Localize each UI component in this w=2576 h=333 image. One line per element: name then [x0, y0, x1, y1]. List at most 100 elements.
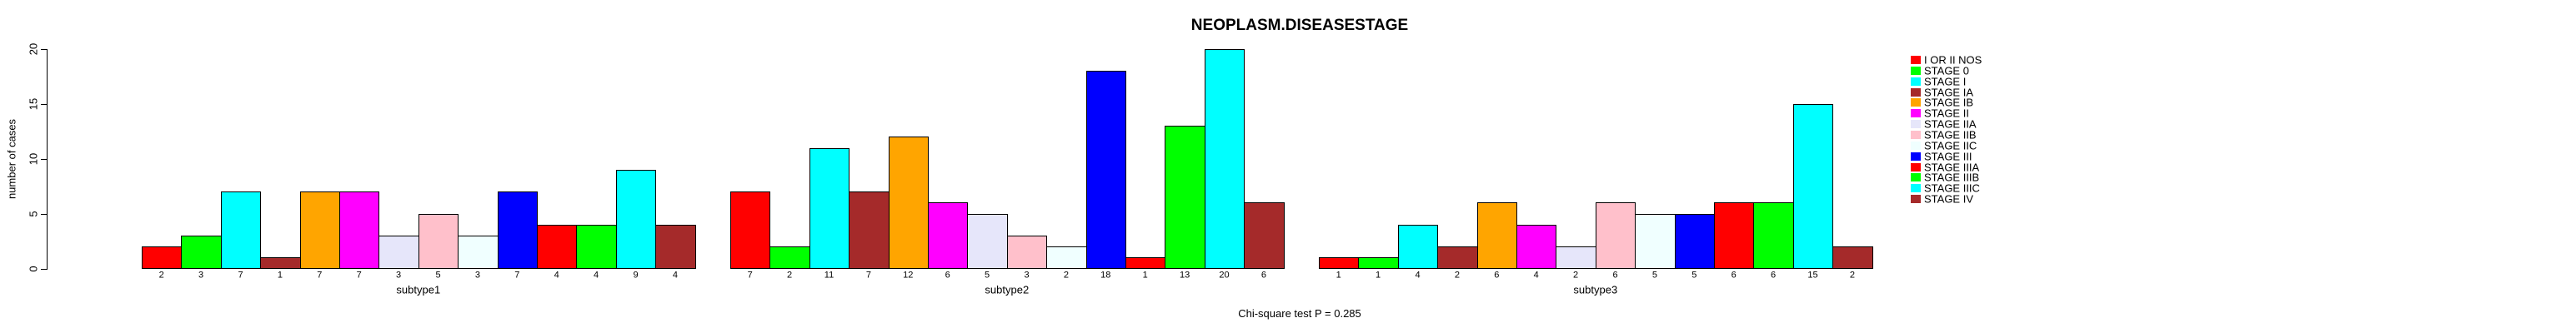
bar-value-label: 2	[1573, 270, 1579, 281]
bar-subtype2-i-or-ii-nos	[730, 191, 771, 269]
bar-subtype3-stage-iiia	[1714, 202, 1755, 269]
legend-swatch-stage-ia	[1911, 87, 1921, 97]
y-axis-tick-label: 5	[27, 210, 40, 217]
legend-label-stage-iib: STAGE IIB	[1924, 128, 1977, 142]
bar-subtype3-stage-iv	[1832, 246, 1873, 269]
chart-title: NEOPLASM.DISEASESTAGE	[1190, 17, 1409, 34]
bar-subtype2-stage-iiib	[1165, 126, 1205, 269]
bar-value-label: 15	[1807, 270, 1818, 281]
bar-subtype1-stage-iiia	[537, 224, 578, 269]
bar-subtype2-stage-iiic	[1204, 49, 1245, 269]
legend-label-stage-iiia: STAGE IIIA	[1924, 161, 1980, 173]
legend-label-stage-iia: STAGE IIA	[1924, 117, 1977, 131]
y-axis-tick	[41, 103, 47, 105]
bar-subtype1-stage-iib	[418, 213, 459, 269]
bar-value-label: 3	[474, 270, 480, 281]
legend-label-stage-iic: STAGE IIC	[1924, 139, 1977, 152]
bar-subtype2-stage-iv	[1244, 202, 1285, 269]
y-axis-line	[47, 49, 48, 270]
legend-label-stage-ia: STAGE IA	[1924, 86, 1973, 98]
legend-label-stage-iv: STAGE IV	[1924, 192, 1973, 206]
chi-square-footnote: Chi-square test P = 0.285	[1238, 307, 1361, 320]
bar-value-label: 2	[787, 270, 793, 281]
bar-subtype3-stage-iic	[1635, 213, 1676, 269]
bar-subtype1-stage-iiib	[576, 224, 617, 269]
bar-subtype2-stage-ia	[849, 191, 890, 269]
bar-value-label: 7	[238, 270, 243, 281]
bar-value-label: 20	[1219, 270, 1230, 281]
bar-value-label: 4	[1415, 270, 1421, 281]
legend-label-stage-ii: STAGE II	[1924, 107, 1969, 120]
bar-value-label: 7	[356, 270, 362, 281]
bar-value-label: 7	[514, 270, 520, 281]
bar-subtype1-stage-iii	[497, 191, 538, 269]
bar-subtype3-stage-iib	[1595, 202, 1636, 269]
bar-value-label: 5	[1651, 270, 1657, 281]
bar-value-label: 4	[1533, 270, 1539, 281]
bar-subtype2-stage-iib	[1006, 236, 1048, 269]
bar-value-label: 5	[435, 270, 441, 281]
legend-label-stage-iii: STAGE III	[1924, 150, 1972, 163]
y-axis-tick-label: 0	[27, 265, 40, 272]
legend-swatch-stage-iii	[1911, 152, 1921, 161]
bar-subtype3-stage-iia	[1556, 246, 1596, 269]
y-axis-tick	[41, 158, 47, 160]
bar-subtype3-stage-0	[1358, 257, 1399, 269]
legend-swatch-stage-iv	[1911, 195, 1921, 203]
legend-swatch-stage-iiia	[1911, 162, 1921, 171]
bar-subtype2-stage-ii	[928, 202, 969, 269]
y-axis-tick	[41, 49, 47, 50]
bar-value-label: 6	[1494, 270, 1500, 281]
legend-label-i-or-ii-nos: I OR II NOS	[1924, 53, 1982, 67]
bar-subtype3-stage-ib	[1476, 202, 1517, 269]
bar-value-label: 2	[1849, 270, 1855, 281]
bar-subtype3-stage-i	[1397, 224, 1439, 269]
bar-subtype2-stage-0	[769, 246, 810, 269]
bar-value-label: 6	[1731, 270, 1737, 281]
legend-swatch-stage-iib	[1911, 130, 1921, 139]
bar-value-label: 1	[277, 270, 283, 281]
group-label-subtype2: subtype2	[985, 283, 1030, 296]
y-axis-tick-label: 10	[27, 152, 40, 166]
bar-value-label: 4	[672, 270, 678, 281]
bar-value-label: 12	[903, 270, 914, 281]
bar-subtype2-stage-i	[809, 147, 850, 269]
bar-value-label: 2	[1454, 270, 1460, 281]
y-axis-tick	[41, 268, 47, 270]
bar-subtype1-stage-ii	[339, 191, 380, 269]
legend-label-stage-i: STAGE I	[1924, 75, 1967, 88]
bar-value-label: 13	[1179, 270, 1190, 281]
bar-value-label: 18	[1100, 270, 1111, 281]
bar-value-label: 4	[594, 270, 599, 281]
legend-swatch-stage-iiib	[1911, 173, 1921, 182]
legend-swatch-stage-iiic	[1911, 184, 1921, 193]
bar-value-label: 6	[1612, 270, 1618, 281]
y-axis-tick-label: 15	[27, 97, 40, 111]
bar-subtype3-i-or-ii-nos	[1319, 257, 1360, 269]
bar-subtype2-stage-iii	[1085, 71, 1126, 269]
bar-value-label: 7	[747, 270, 753, 281]
legend-swatch-stage-0	[1911, 66, 1921, 75]
bar-subtype1-stage-0	[181, 236, 222, 269]
bar-value-label: 7	[317, 270, 323, 281]
bar-subtype3-stage-ia	[1437, 246, 1478, 269]
legend-label-stage-iiib: STAGE IIIB	[1924, 171, 1980, 184]
bar-subtype2-stage-ib	[888, 137, 929, 269]
bar-subtype1-stage-ia	[260, 257, 301, 269]
bar-subtype3-stage-ii	[1516, 224, 1557, 269]
bar-value-label: 3	[198, 270, 204, 281]
y-axis-label: number of cases	[5, 118, 18, 200]
bar-value-label: 2	[1063, 270, 1069, 281]
legend-swatch-stage-ii	[1911, 109, 1921, 118]
legend-label-stage-0: STAGE 0	[1924, 64, 1969, 77]
legend-label-stage-ib: STAGE IB	[1924, 96, 1973, 109]
legend-swatch-stage-iic	[1911, 141, 1921, 150]
legend-label-stage-iiic: STAGE IIIC	[1924, 181, 1980, 195]
bar-subtype1-stage-iv	[655, 224, 696, 269]
bar-value-label: 6	[1771, 270, 1777, 281]
bar-value-label: 1	[1336, 270, 1341, 281]
bar-value-label: 1	[1376, 270, 1381, 281]
bar-value-label: 9	[633, 270, 639, 281]
bar-value-label: 5	[985, 270, 990, 281]
